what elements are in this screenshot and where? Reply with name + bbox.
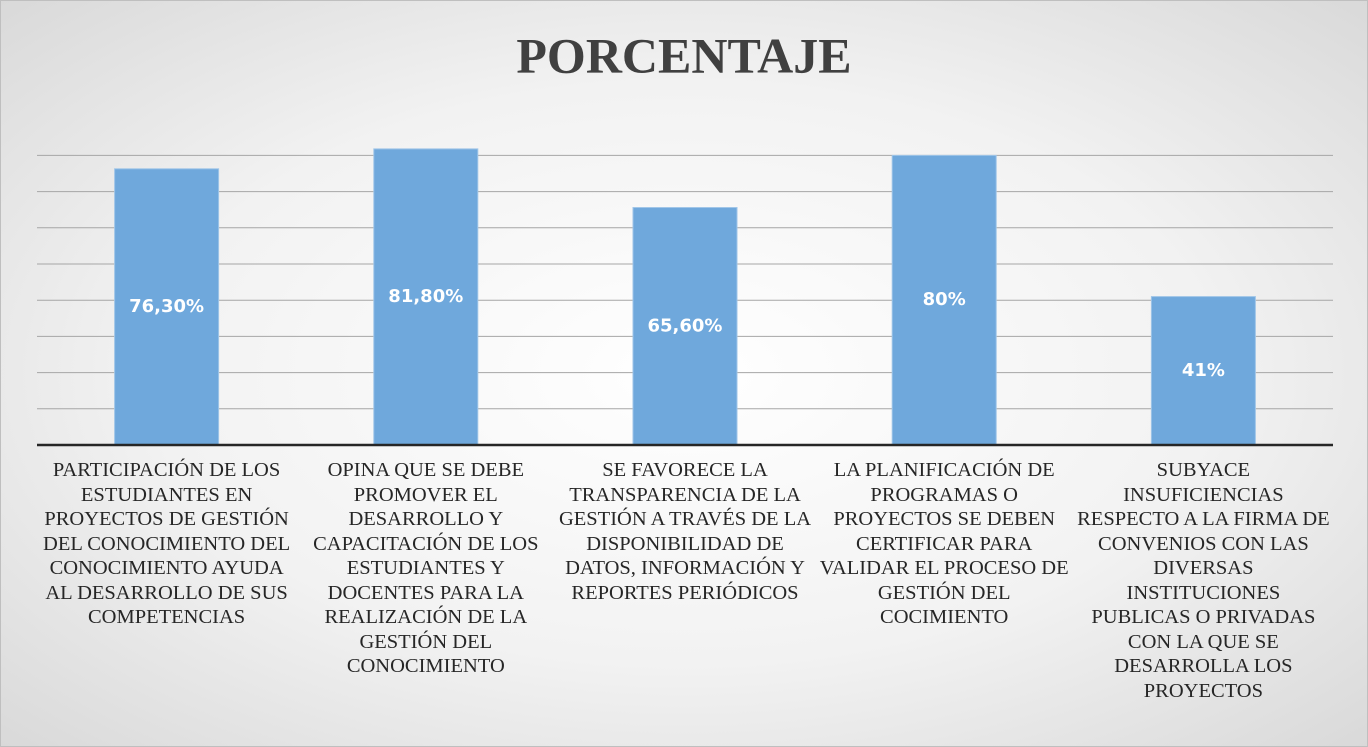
chart-title: PORCENTAJE xyxy=(516,27,851,83)
bar xyxy=(373,148,479,446)
bar xyxy=(891,154,997,446)
value-label: 80% xyxy=(923,289,966,310)
value-label: 41% xyxy=(1182,360,1225,381)
x-tick-label: PARTICIPACIÓN DE LOS ESTUDIANTES EN PROY… xyxy=(43,459,291,628)
value-label: 76,30% xyxy=(129,296,204,317)
bar xyxy=(114,168,220,446)
x-tick-label: SUBYACE INSUFICIENCIAS RESPECTO A LA FIR… xyxy=(1077,459,1330,702)
value-label: 65,60% xyxy=(648,315,723,336)
x-tick-label: SE FAVORECE LA TRANSPARENCIA DE LA GESTI… xyxy=(558,459,812,604)
x-tick-label: LA PLANIFICACIÓN DE PROGRAMAS O PROYECTO… xyxy=(819,459,1069,628)
bar xyxy=(632,207,738,446)
x-tick-label: OPINA QUE SE DEBE PROMOVER EL DESARROLLO… xyxy=(313,459,539,677)
bar xyxy=(1150,296,1256,446)
value-label: 81,80% xyxy=(388,286,463,307)
